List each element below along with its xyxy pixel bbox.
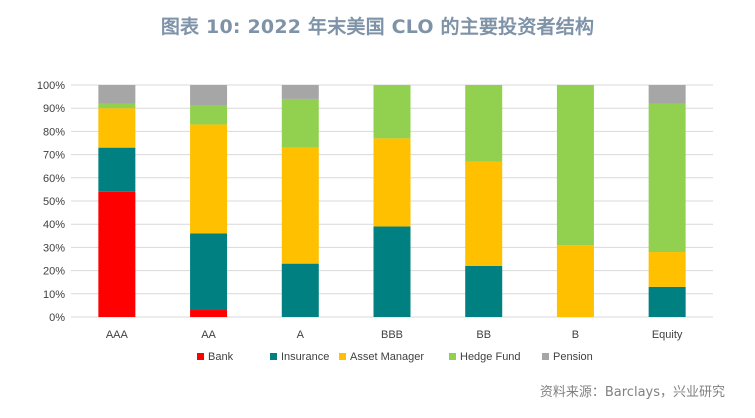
bar-insurance-aaa <box>98 147 136 192</box>
legend-swatch-pension <box>542 353 549 360</box>
bar-pension-a <box>281 85 319 99</box>
bar-asset-manager-bb <box>465 161 503 266</box>
legend-label-hedge-fund: Hedge Fund <box>460 351 521 363</box>
y-tick-label: 10% <box>43 289 65 301</box>
bar-hedge-fund-equity <box>648 103 686 253</box>
y-tick-label: 20% <box>43 266 65 278</box>
bars <box>98 85 686 317</box>
legend-swatch-insurance <box>270 353 277 360</box>
bar-insurance-equity <box>648 286 686 317</box>
bar-bank-aaa <box>98 191 136 317</box>
x-tick-label: Equity <box>652 329 683 341</box>
bar-insurance-bb <box>465 265 503 317</box>
bar-hedge-fund-a <box>281 98 319 148</box>
y-tick-label: 100% <box>37 80 65 92</box>
source-note: 资料来源：Barclays，兴业研究 <box>539 385 725 400</box>
legend-swatch-hedge-fund <box>449 353 456 360</box>
x-tick-label: A <box>297 329 305 341</box>
chart-title: 图表 10: 2022 年末美国 CLO 的主要投资者结构 <box>160 16 595 38</box>
y-axis-ticks: 0% 10% 20% 30% 40% 50% 60% 70% 80% 90% 100% <box>37 80 65 324</box>
bar-hedge-fund-aaa <box>98 103 136 109</box>
x-tick-label: BBB <box>381 329 403 341</box>
y-tick-label: 50% <box>43 196 65 208</box>
legend-label-pension: Pension <box>553 351 593 363</box>
legend: Bank Insurance Asset Manager Hedge Fund Pens… <box>197 351 593 363</box>
bar-insurance-aa <box>190 233 228 311</box>
bar-pension-aa <box>190 85 228 106</box>
x-tick-label: AAA <box>106 329 129 341</box>
legend-swatch-bank <box>197 353 204 360</box>
bar-pension-aaa <box>98 85 136 104</box>
y-tick-label: 60% <box>43 173 65 185</box>
bar-hedge-fund-aa <box>190 105 228 125</box>
bar-asset-manager-aaa <box>98 108 136 148</box>
bar-insurance-bbb <box>373 226 411 317</box>
y-tick-label: 0% <box>49 312 65 324</box>
x-tick-label: B <box>572 329 579 341</box>
bar-insurance-a <box>281 263 319 317</box>
bar-asset-manager-aa <box>190 124 228 234</box>
bar-hedge-fund-bbb <box>373 85 411 139</box>
legend-label-bank: Bank <box>208 351 234 363</box>
x-tick-label: BB <box>476 329 491 341</box>
bar-hedge-fund-bb <box>465 85 503 162</box>
y-tick-label: 80% <box>43 126 65 138</box>
bar-pension-equity <box>648 85 686 104</box>
y-tick-label: 70% <box>43 150 65 162</box>
bar-asset-manager-equity <box>648 252 686 287</box>
x-tick-label: AA <box>201 329 216 341</box>
y-tick-label: 30% <box>43 242 65 254</box>
legend-label-insurance: Insurance <box>281 351 329 363</box>
bar-asset-manager-b <box>556 245 594 317</box>
bar-bank-aa <box>190 310 228 317</box>
legend-swatch-asset-manager <box>339 353 346 360</box>
bar-asset-manager-bbb <box>373 138 411 227</box>
bar-asset-manager-a <box>281 147 319 264</box>
x-axis-ticks: AAA AA A BBB BB B Equity <box>106 329 683 341</box>
chart-area: 0% 10% 20% 30% 40% 50% 60% 70% 80% 90% 100% AAA AA A… <box>21 67 737 372</box>
y-tick-label: 90% <box>43 103 65 115</box>
legend-label-asset-manager: Asset Manager <box>350 351 424 363</box>
stacked-bar-chart: 0%10%20%30%40%50%60%70%80%90%100% AAA AA A… <box>37 80 713 363</box>
y-tick-label: 40% <box>43 219 65 231</box>
bar-hedge-fund-b <box>556 85 594 246</box>
